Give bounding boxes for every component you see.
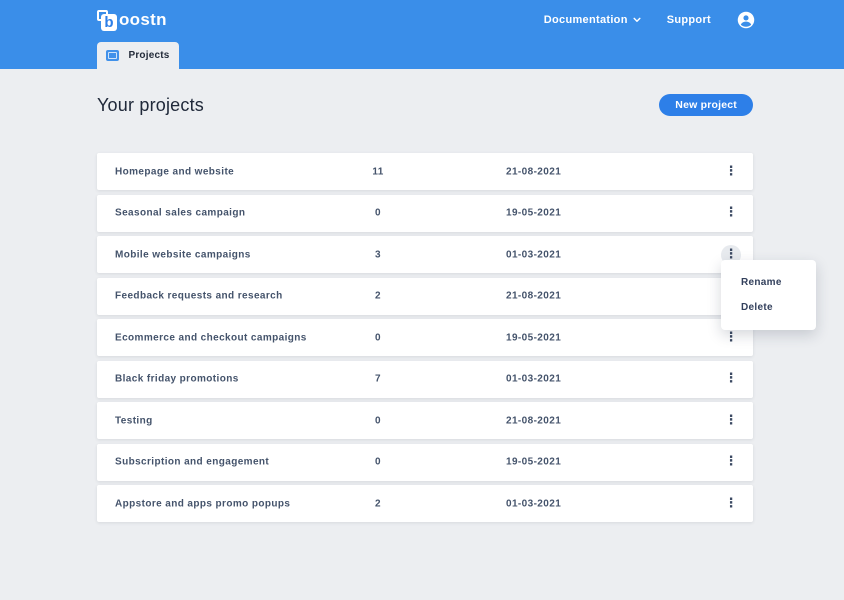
project-kebab-button[interactable]: ⋮ bbox=[721, 244, 741, 265]
project-count: 2 bbox=[375, 290, 381, 302]
project-date: 21-08-2021 bbox=[506, 166, 562, 177]
project-count: 7 bbox=[375, 373, 381, 385]
tab-projects[interactable]: Projects bbox=[97, 42, 179, 69]
project-row[interactable]: Subscription and engagement 0 19-05-2021… bbox=[97, 443, 753, 481]
project-kebab-button[interactable]: ⋮ bbox=[721, 328, 741, 348]
project-count: 0 bbox=[375, 332, 381, 343]
project-row[interactable]: Testing 0 21-08-2021 ⋮ bbox=[97, 402, 753, 439]
boostn-logo[interactable]: b oostn bbox=[97, 9, 167, 31]
project-count: 3 bbox=[375, 249, 381, 260]
support-label: Support bbox=[666, 14, 711, 26]
project-date: 19-05-2021 bbox=[506, 456, 562, 468]
logo-text: oostn bbox=[119, 10, 167, 29]
logo-letter: b bbox=[101, 13, 117, 31]
project-name: Seasonal sales campaign bbox=[115, 207, 246, 219]
context-menu: Rename Delete bbox=[721, 260, 816, 330]
project-name: Black friday promotions bbox=[115, 373, 239, 385]
project-kebab-button[interactable]: ⋮ bbox=[721, 494, 741, 514]
project-kebab-button[interactable]: ⋮ bbox=[721, 452, 741, 472]
support-link[interactable]: Support bbox=[667, 14, 711, 26]
project-kebab-button[interactable]: ⋮ bbox=[721, 411, 741, 431]
project-date: 01-03-2021 bbox=[506, 249, 562, 260]
project-name: Appstore and apps promo popups bbox=[115, 498, 291, 509]
user-avatar-icon[interactable] bbox=[737, 11, 755, 29]
page-title: Your projects bbox=[97, 94, 204, 115]
main-content: Your projects New project Homepage and w… bbox=[97, 93, 753, 522]
project-count: 0 bbox=[375, 456, 381, 468]
context-menu-rename[interactable]: Rename bbox=[741, 277, 782, 288]
projects-tab-label: Projects bbox=[128, 50, 170, 61]
project-count: 11 bbox=[372, 166, 384, 177]
project-name: Mobile website campaigns bbox=[115, 249, 251, 260]
project-list: Homepage and website 11 21-08-2021 ⋮ Sea… bbox=[97, 153, 753, 522]
project-kebab-button[interactable]: ⋮ bbox=[721, 203, 741, 223]
project-date: 21-08-2021 bbox=[506, 290, 562, 302]
project-row[interactable]: Mobile website campaigns 3 01-03-2021 ⋮ bbox=[97, 236, 753, 273]
project-count: 2 bbox=[375, 498, 381, 509]
project-count: 0 bbox=[375, 207, 381, 219]
project-row[interactable]: Black friday promotions 7 01-03-2021 ⋮ bbox=[97, 360, 753, 398]
project-row[interactable]: Seasonal sales campaign 0 19-05-2021 ⋮ bbox=[97, 194, 753, 232]
project-count: 0 bbox=[375, 415, 381, 426]
project-kebab-button[interactable]: ⋮ bbox=[721, 369, 741, 389]
project-kebab-button[interactable]: ⋮ bbox=[721, 162, 741, 182]
documentation-menu[interactable]: Documentation bbox=[544, 14, 641, 26]
new-project-button[interactable]: New project bbox=[659, 94, 753, 116]
app-header: b oostn Documentation Support Projects bbox=[0, 0, 844, 69]
project-name: Homepage and website bbox=[115, 166, 235, 177]
project-date: 21-08-2021 bbox=[506, 415, 562, 426]
header-nav: Documentation Support bbox=[544, 11, 755, 29]
project-name: Subscription and engagement bbox=[115, 456, 270, 468]
project-name: Testing bbox=[115, 415, 153, 426]
context-menu-delete[interactable]: Delete bbox=[741, 302, 773, 313]
project-date: 01-03-2021 bbox=[506, 498, 562, 509]
project-row[interactable]: Homepage and website 11 21-08-2021 ⋮ bbox=[97, 153, 753, 190]
documentation-label: Documentation bbox=[543, 14, 628, 26]
project-date: 01-03-2021 bbox=[506, 373, 562, 385]
project-row[interactable]: Feedback requests and research 2 21-08-2… bbox=[97, 277, 753, 315]
project-date: 19-05-2021 bbox=[506, 207, 562, 219]
project-name: Ecommerce and checkout campaigns bbox=[115, 332, 307, 343]
chevron-down-icon bbox=[633, 17, 641, 22]
project-date: 19-05-2021 bbox=[506, 332, 562, 343]
project-row[interactable]: Appstore and apps promo popups 2 01-03-2… bbox=[97, 485, 753, 522]
boostn-logo-icon: b bbox=[97, 9, 117, 31]
project-row[interactable]: Ecommerce and checkout campaigns 0 19-05… bbox=[97, 319, 753, 356]
project-name: Feedback requests and research bbox=[115, 290, 283, 302]
projects-tab-icon bbox=[106, 50, 120, 61]
